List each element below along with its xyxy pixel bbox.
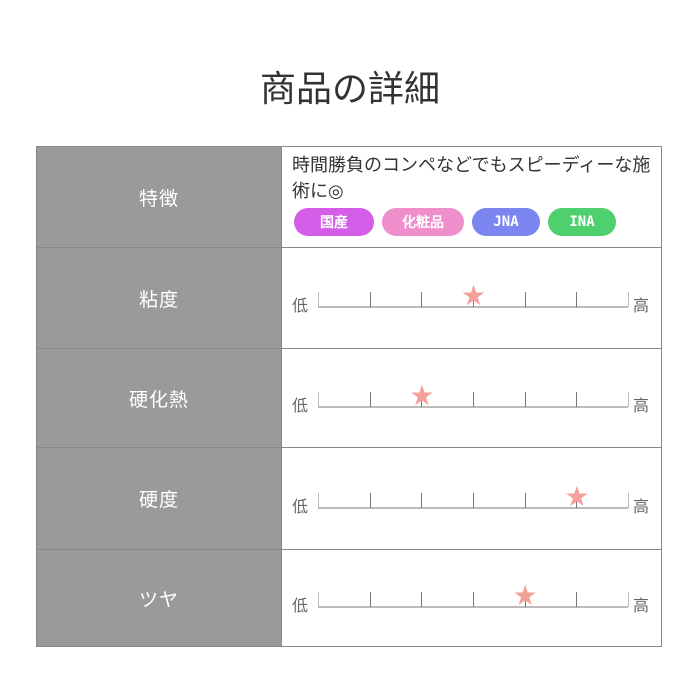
scale-tick [628,392,629,407]
scale-tick [369,292,371,307]
scale-tick [318,592,319,607]
star-marker-icon: ★ [512,579,538,612]
scale-tick [318,392,319,407]
row-hardness: 硬度 低 ★ 高 [37,447,661,549]
rating-scale: 低 ★ 高 [281,248,661,348]
scale-low-label: 低 [292,396,309,415]
scale-tick [421,292,423,307]
row-viscosity: 粘度 低 ★ 高 [37,247,661,348]
scale-tick [576,492,578,508]
rating-scale: 低 ★ 高 [281,349,661,447]
star-marker-icon: ★ [564,479,590,513]
row-label: ツヤ [37,550,281,646]
scale-tick [628,292,629,307]
scale-axis [318,306,628,308]
tag-cosmetic: 化粧品 [382,208,464,236]
scale-high-label: 高 [632,496,649,516]
scale-high-label: 高 [632,396,649,415]
tag-jna: JNA [472,208,540,236]
scale-low-label: 低 [292,596,309,615]
scale-low-label: 低 [292,496,309,516]
rating-scale: 低 ★ 高 [281,550,661,646]
scale-axis [318,506,628,509]
scale-tick [369,492,371,508]
row-features: 特徴 時間勝負のコンペなどでもスピーディーな施術に◎ 国産 化粧品 JNA IN… [37,147,661,247]
row-curing-heat: 硬化熱 低 ★ 高 [37,348,661,447]
scale-tick [421,592,423,607]
scale-high-label: 高 [632,296,649,315]
row-gloss: ツヤ 低 ★ 高 [37,549,661,646]
scale-tick [369,392,371,407]
row-label: 粘度 [37,248,281,348]
scale-tick [318,292,319,307]
scale-tick [318,492,319,508]
star-marker-icon: ★ [461,279,487,312]
rating-scale: 低 ★ 高 [281,448,661,549]
star-marker-icon: ★ [409,379,435,412]
scale-tick [628,592,629,607]
product-detail-table: 特徴 時間勝負のコンペなどでもスピーディーな施術に◎ 国産 化粧品 JNA IN… [36,146,662,647]
scale-tick [473,492,474,508]
scale-axis [318,406,628,408]
scale-tick [421,492,423,508]
scale-tick [524,292,526,307]
scale-tick [524,592,526,607]
tag-ina: INA [548,208,616,236]
scale-high-label: 高 [632,596,649,615]
scale-tick [473,392,474,407]
scale-tick [576,392,578,407]
page-title: 商品の詳細 [259,69,440,110]
scale-tick [524,492,526,508]
scale-tick [421,392,423,407]
scale-tick [576,292,578,307]
scale-tick [473,292,474,307]
row-label: 硬化熱 [37,349,281,447]
row-value: 時間勝負のコンペなどでもスピーディーな施術に◎ 国産 化粧品 JNA INA [281,147,661,247]
scale-axis [318,606,628,608]
scale-tick [524,392,526,407]
scale-tick [628,492,629,508]
scale-tick [473,592,474,607]
row-label: 硬度 [37,448,281,549]
scale-tick [369,592,371,607]
scale-low-label: 低 [292,296,309,315]
feature-description: 時間勝負のコンペなどでもスピーディーな施術に◎ [292,155,651,202]
tag-domestic: 国産 [294,208,374,236]
row-label: 特徴 [37,147,281,247]
scale-tick [576,592,578,607]
tag-list: 国産 化粧品 JNA INA [282,205,661,236]
